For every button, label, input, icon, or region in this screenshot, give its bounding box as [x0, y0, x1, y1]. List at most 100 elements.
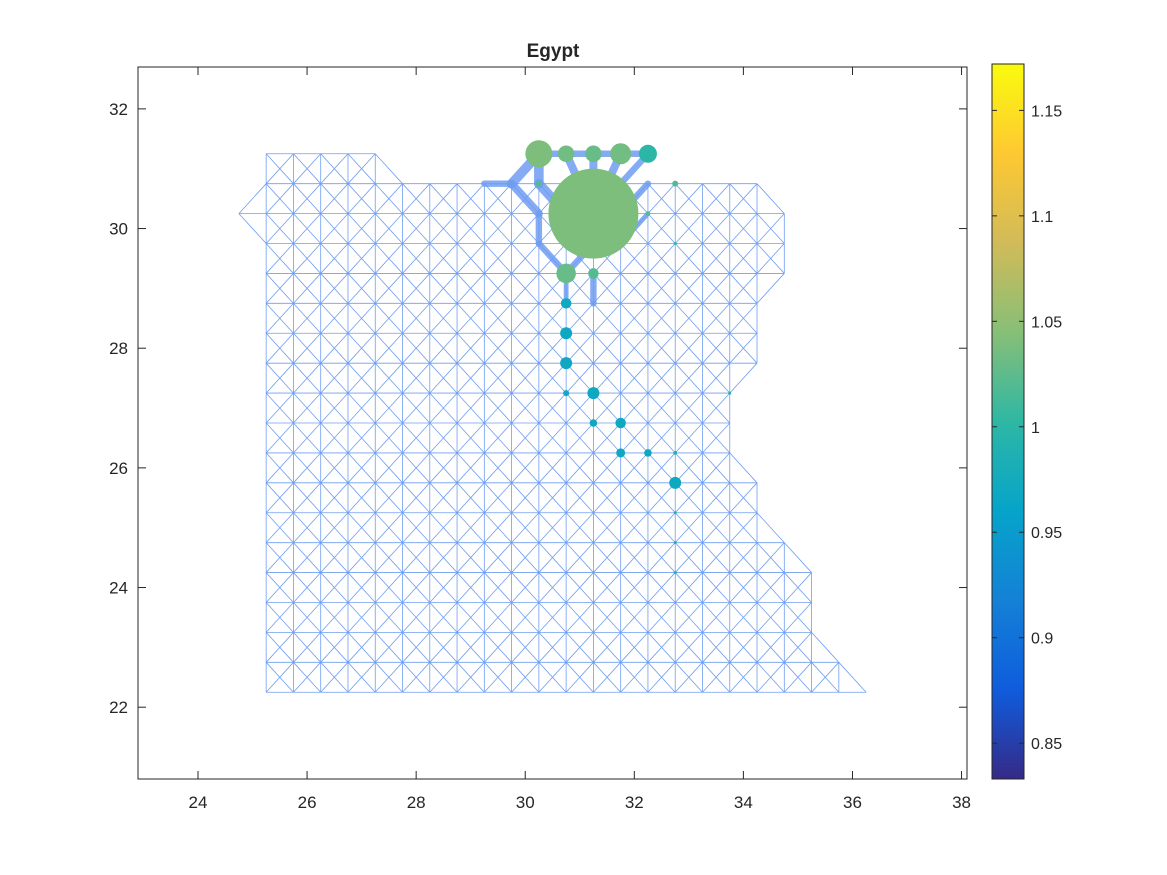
network-edge: [674, 422, 703, 454]
data-point: [563, 390, 570, 397]
colorbar-tick-label: 0.85: [1031, 736, 1062, 753]
network-edge: [347, 512, 376, 543]
network-edge: [620, 303, 649, 334]
network-edge: [565, 273, 594, 304]
network-edge: [347, 452, 376, 484]
network-edge: [374, 482, 403, 514]
data-point: [525, 140, 553, 168]
network-edge: [647, 572, 676, 603]
network-edge: [565, 362, 594, 394]
network-edge: [538, 422, 567, 454]
network-edge: [674, 602, 703, 633]
network-edge: [620, 422, 649, 454]
network-edge: [293, 572, 322, 603]
network-edge: [402, 452, 431, 484]
network-edge: [593, 632, 621, 663]
network-edge: [429, 183, 458, 214]
network-edge: [402, 392, 431, 424]
network-edges: [238, 153, 867, 693]
network-edge: [511, 632, 540, 663]
network-edge: [320, 602, 349, 633]
network-edge: [456, 602, 485, 633]
network-edge: [484, 362, 512, 394]
network-edge: [265, 153, 294, 184]
network-edge: [565, 332, 594, 364]
y-tick-label: 30: [109, 220, 128, 239]
network-edge: [511, 452, 540, 484]
network-edge: [702, 213, 731, 244]
network-edge: [729, 662, 758, 693]
colorbar: [991, 63, 1025, 780]
data-point: [673, 571, 677, 575]
network-edge: [702, 303, 731, 334]
network-edge: [265, 273, 294, 304]
network-edge: [374, 303, 403, 334]
network-edge: [647, 452, 676, 484]
network-edge: [456, 362, 485, 394]
network-edge: [756, 662, 785, 693]
data-point: [588, 268, 599, 279]
network-edge: [729, 602, 758, 633]
network-edge: [456, 572, 485, 603]
network-edge: [265, 332, 294, 364]
network-edge: [320, 662, 349, 693]
network-edge: [647, 662, 676, 693]
network-edge: [674, 362, 703, 394]
network-edge: [593, 332, 621, 364]
x-tick-label: 30: [516, 793, 535, 812]
network-edge: [347, 542, 376, 573]
network-edge: [456, 422, 485, 454]
network-edge: [374, 452, 403, 484]
network-edge: [402, 362, 431, 394]
network-edge: [456, 662, 485, 693]
network-edge: [565, 572, 594, 603]
network-edge: [347, 153, 376, 184]
network-edge: [565, 303, 594, 334]
network-edge: [484, 213, 512, 244]
network-edge: [593, 482, 621, 514]
network-edge: [429, 662, 458, 693]
network-edge: [293, 213, 322, 244]
network-edge: [756, 273, 785, 304]
network-edge: [484, 273, 512, 304]
network-edge: [674, 572, 703, 603]
network-edge: [756, 572, 785, 603]
network-edge: [265, 572, 294, 603]
network-edge: [674, 243, 703, 274]
network-edge: [538, 662, 567, 693]
data-point: [557, 145, 575, 163]
network-edge: [674, 512, 703, 543]
network-edge: [429, 482, 458, 514]
network-edge: [647, 422, 676, 454]
heavy-edge: [507, 179, 543, 218]
network-edge: [702, 662, 731, 693]
data-point: [728, 391, 732, 395]
network-edge: [620, 602, 649, 633]
network-edge: [320, 273, 349, 304]
network-edge: [565, 512, 594, 543]
network-edge: [538, 362, 567, 394]
network-edge: [429, 602, 458, 633]
network-edge: [429, 422, 458, 454]
network-edge: [347, 602, 376, 633]
network-edge: [565, 632, 594, 663]
network-edge: [620, 273, 649, 304]
network-edge: [320, 482, 349, 514]
network-edge: [538, 482, 567, 514]
network-edge: [429, 362, 458, 394]
network-edge: [511, 482, 540, 514]
network-edge: [374, 183, 403, 214]
network-edge: [729, 632, 758, 663]
network-edge: [456, 542, 485, 573]
network-edge: [674, 452, 703, 484]
data-point: [673, 242, 677, 246]
x-tick-label: 28: [407, 793, 426, 812]
network-edge: [538, 542, 567, 573]
network-edge: [756, 542, 785, 573]
network-edge: [320, 572, 349, 603]
network-edge: [484, 572, 512, 603]
network-edge: [620, 572, 649, 603]
network-edge: [729, 243, 758, 274]
network-edge: [783, 542, 812, 573]
colorbar-tick-label: 1.1: [1031, 209, 1053, 226]
